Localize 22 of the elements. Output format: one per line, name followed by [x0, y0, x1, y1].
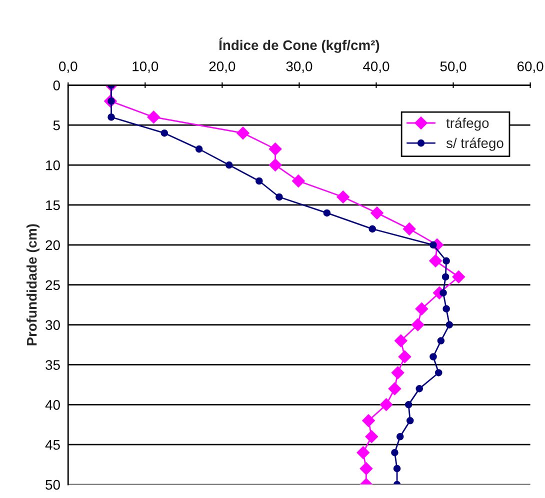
y-tick-label: 35 — [46, 360, 60, 370]
y-axis-title: Profundidade (cm) — [26, 224, 40, 346]
y-tick-label: 5 — [53, 120, 60, 130]
y-tick-label: 0 — [53, 80, 60, 90]
x-tick-label: 10,0 — [132, 61, 158, 73]
x-tick-label: 60,0 — [517, 61, 544, 73]
x-tick-label: 40,0 — [363, 61, 390, 73]
y-tick-label: 50 — [46, 480, 60, 490]
y-tick-label: 15 — [46, 200, 60, 210]
y-tick-label: 30 — [46, 320, 60, 330]
y-tick-label: 45 — [45, 440, 60, 450]
x-tick-label: 0,0 — [59, 61, 78, 73]
x-axis-title: Índice de Cone (kgf/cm²) — [219, 38, 380, 53]
y-tick-label: 25 — [46, 280, 60, 290]
x-tick-label: 20,0 — [209, 61, 236, 73]
y-tick-label: 10 — [46, 160, 60, 170]
x-tick-label: 50,0 — [440, 61, 466, 73]
y-tick-label: 20 — [46, 240, 60, 250]
legend-label: tráfego — [446, 118, 489, 131]
legend-label: s/ tráfego — [446, 138, 504, 151]
y-tick-label: 40 — [45, 400, 60, 410]
x-tick-label: 30,0 — [286, 61, 312, 73]
